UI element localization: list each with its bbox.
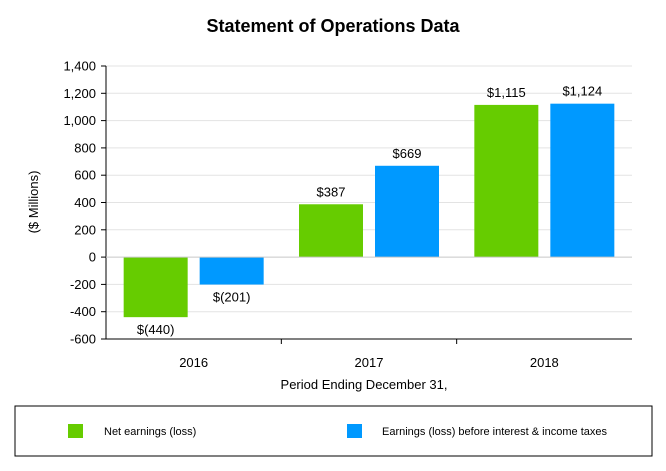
y-tick-label: 1,200 bbox=[63, 86, 96, 101]
data-label-2016-series-2: $(201) bbox=[213, 290, 251, 305]
x-tick-label-2017: 2017 bbox=[355, 355, 384, 370]
chart-title: Statement of Operations Data bbox=[206, 16, 460, 36]
bar-2017-series-1 bbox=[299, 204, 363, 258]
bar-2016-series-2 bbox=[199, 257, 264, 285]
x-tick-label-2018: 2018 bbox=[530, 355, 559, 370]
bar-2016-series-1 bbox=[123, 257, 188, 318]
legend: Net earnings (loss) Earnings (loss) befor… bbox=[68, 424, 607, 438]
data-label-2017-series-1: $387 bbox=[317, 184, 346, 199]
y-tick-label: -200 bbox=[70, 277, 96, 292]
x-tick-label-2016: 2016 bbox=[179, 355, 208, 370]
y-tick-label: 0 bbox=[89, 250, 96, 265]
axes bbox=[101, 65, 632, 344]
data-labels: $(440) $(201) $387 $669 $1,115 $1,124 bbox=[137, 84, 602, 337]
legend-label-series-1: Net earnings (loss) bbox=[104, 426, 196, 438]
x-axis-title: Period Ending December 31, bbox=[281, 377, 448, 392]
bar-2018-series-2 bbox=[550, 103, 615, 258]
legend-box bbox=[14, 405, 653, 457]
y-tick-label: 1,000 bbox=[63, 113, 96, 128]
y-tick-label: 1,400 bbox=[63, 59, 96, 74]
bars bbox=[123, 103, 615, 318]
y-tick-label: -600 bbox=[70, 332, 96, 347]
bar-2018-series-1 bbox=[474, 104, 539, 258]
y-tick-label: 800 bbox=[74, 140, 96, 155]
data-label-2018-series-2: $1,124 bbox=[562, 84, 602, 99]
y-tick-label: 400 bbox=[74, 195, 96, 210]
grid-lines bbox=[106, 65, 632, 340]
y-tick-label: -400 bbox=[70, 304, 96, 319]
y-tick-label: 600 bbox=[74, 168, 96, 183]
data-label-2016-series-1: $(440) bbox=[137, 322, 175, 337]
y-tick-label: 200 bbox=[74, 222, 96, 237]
bar-2017-series-2 bbox=[375, 165, 439, 258]
data-label-2017-series-2: $669 bbox=[393, 146, 422, 161]
legend-swatch-series-1 bbox=[68, 424, 83, 438]
y-axis-title: ($ Millions) bbox=[26, 171, 41, 234]
tick-labels: -600 -400 -200 0 200 400 600 800 1,000 1,200 1,400… bbox=[63, 59, 558, 371]
legend-swatch-series-2 bbox=[347, 424, 362, 438]
data-label-2018-series-1: $1,115 bbox=[487, 85, 526, 100]
legend-label-series-2: Earnings (loss) before interest & income… bbox=[382, 426, 607, 438]
